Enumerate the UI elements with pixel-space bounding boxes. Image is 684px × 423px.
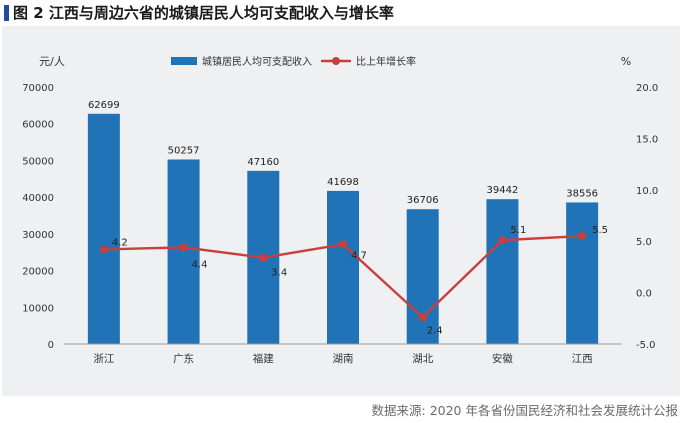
category-tick-label: 安徽 <box>492 352 513 365</box>
left-axis-tick-label: 40000 <box>22 193 54 204</box>
legend-bar-swatch <box>171 57 197 65</box>
left-axis-tick-label: 70000 <box>22 83 54 94</box>
bar <box>327 190 359 344</box>
category-tick-label: 江西 <box>572 353 593 365</box>
bar <box>167 159 200 344</box>
right-axis: -5.0 0.0 5.0 10.0 15.0 20.0% <box>621 55 658 351</box>
title-accent-bar <box>4 5 9 21</box>
growth-rate-label: 4.7 <box>351 250 367 261</box>
category-tick-label: 浙江 <box>93 353 114 365</box>
growth-rate-label: 4.4 <box>192 259 208 270</box>
line-series: 4.2 4.4 3.4 4.7 2.4 5.1 5.5 <box>99 225 608 336</box>
combo-chart: 010000200003000040000500006000070000元/人 … <box>22 55 658 365</box>
legend-line-label: 比上年增长率 <box>356 55 416 68</box>
left-axis-tick-label: 30000 <box>22 230 54 241</box>
data-source-note: 数据来源: 2020 年各省份国民经济和社会发展统计公报 <box>371 403 678 418</box>
right-axis-tick-label: 5.0 <box>636 237 652 248</box>
legend: 城镇居民人均可支配收入 比上年增长率 <box>171 55 416 68</box>
legend-bar-label: 城镇居民人均可支配收入 <box>202 55 312 68</box>
growth-rate-label: 5.5 <box>592 225 608 236</box>
left-axis-tick-label: 0 <box>48 340 54 351</box>
growth-rate-point <box>498 236 507 245</box>
left-axis-title: 元/人 <box>39 55 65 68</box>
category-tick-label: 湖北 <box>412 353 433 365</box>
figure-title-text: 图 2 江西与周边六省的城镇居民人均可支配收入与增长率 <box>13 4 394 22</box>
left-axis-tick-label: 60000 <box>22 120 54 131</box>
growth-rate-point <box>179 243 188 252</box>
right-axis-tick-label: 20.0 <box>636 83 658 94</box>
right-axis-tick-label: -5.0 <box>636 340 656 351</box>
bar-value-label: 41698 <box>327 177 359 188</box>
bar <box>486 199 519 344</box>
growth-rate-label: 5.1 <box>510 225 526 236</box>
left-axis-tick-label: 10000 <box>22 303 54 314</box>
right-axis-tick-label: 0.0 <box>636 289 652 300</box>
growth-rate-label: 2.4 <box>427 325 443 336</box>
left-axis-tick-label: 50000 <box>22 156 54 167</box>
bar-series <box>87 113 599 344</box>
growth-rate-point <box>259 253 268 262</box>
bar-value-label: 47160 <box>247 157 279 168</box>
figure-title: 图 2 江西与周边六省的城镇居民人均可支配收入与增长率 <box>4 2 394 24</box>
growth-rate-point <box>99 245 108 254</box>
left-axis: 0 10000 20000 30000 40000 50000 60000 70000 元/人 <box>22 55 65 351</box>
growth-rate-label: 3.4 <box>271 268 287 279</box>
left-axis-tick-label: 20000 <box>22 267 54 278</box>
bar-value-labels: 62699 50257 47160 41698 36706 39442 38556 <box>88 100 598 206</box>
chart-panel: 0 10000 20000 30000 40000 50000 60000 70000 元/人 … <box>2 26 680 396</box>
category-tick-label: 湖南 <box>333 352 354 365</box>
bar <box>87 113 120 344</box>
growth-rate-label: 4.2 <box>112 237 128 248</box>
category-labels: 浙江 广东 福建 湖南 湖北 安徽 江西 <box>64 343 622 365</box>
bar-value-label: 39442 <box>487 185 519 196</box>
bar-value-label: 38556 <box>566 188 598 199</box>
bar <box>406 209 439 344</box>
growth-rate-point <box>578 232 587 241</box>
right-axis-tick-label: 15.0 <box>636 134 658 145</box>
bar-value-label: 50257 <box>168 145 200 156</box>
growth-rate-point <box>339 240 347 249</box>
bar-value-label: 36706 <box>407 195 439 206</box>
growth-rate-point <box>418 313 427 322</box>
category-tick-label: 广东 <box>173 352 194 365</box>
bar <box>566 202 599 344</box>
category-tick-label: 福建 <box>253 352 274 365</box>
right-axis-tick-label: 10.0 <box>636 186 658 197</box>
bar-value-label: 62699 <box>88 100 120 111</box>
legend-line-marker <box>332 57 340 65</box>
right-axis-title: % <box>621 55 631 68</box>
